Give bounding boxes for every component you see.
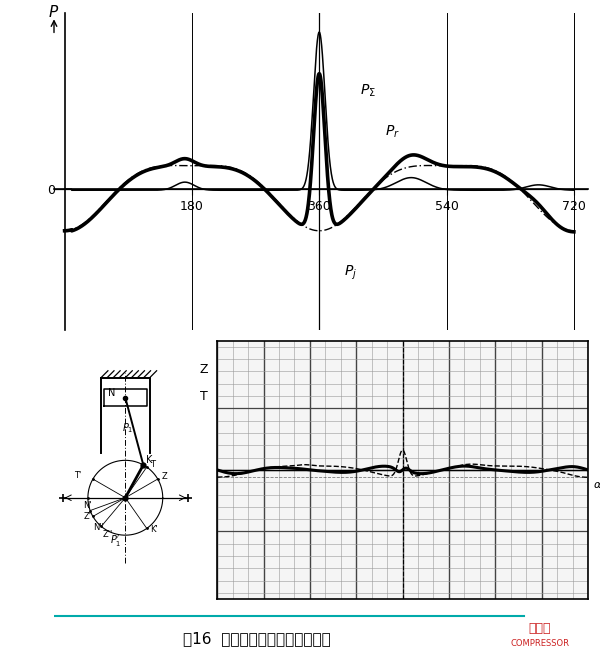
Text: $P_{\Sigma}$: $P_{\Sigma}$ bbox=[360, 83, 376, 99]
Text: Z': Z' bbox=[83, 512, 91, 521]
Text: $\alpha$/(°): $\alpha$/(°) bbox=[593, 478, 600, 491]
Text: N: N bbox=[108, 388, 115, 398]
Text: N'': N'' bbox=[93, 523, 104, 531]
Text: 压缩机: 压缩机 bbox=[529, 622, 551, 635]
Text: N': N' bbox=[83, 501, 91, 510]
Text: $P_1'$: $P_1'$ bbox=[110, 533, 121, 548]
Text: K: K bbox=[146, 456, 152, 465]
Text: $P_1$: $P_1$ bbox=[122, 422, 134, 435]
Text: $P$: $P$ bbox=[49, 3, 59, 19]
Text: Z: Z bbox=[162, 472, 168, 481]
Text: T: T bbox=[150, 460, 155, 469]
Text: $P_{j}$: $P_{j}$ bbox=[344, 263, 357, 282]
Text: Z'': Z'' bbox=[102, 530, 112, 539]
Text: 图16  气体作用力和惯性力的合力: 图16 气体作用力和惯性力的合力 bbox=[183, 632, 331, 646]
Text: COMPRESSOR: COMPRESSOR bbox=[511, 639, 569, 648]
Text: K': K' bbox=[150, 525, 158, 534]
Text: Z: Z bbox=[199, 362, 208, 376]
Text: T': T' bbox=[74, 471, 81, 480]
Text: T: T bbox=[200, 390, 208, 402]
Text: $P_{r}$: $P_{r}$ bbox=[385, 124, 400, 140]
